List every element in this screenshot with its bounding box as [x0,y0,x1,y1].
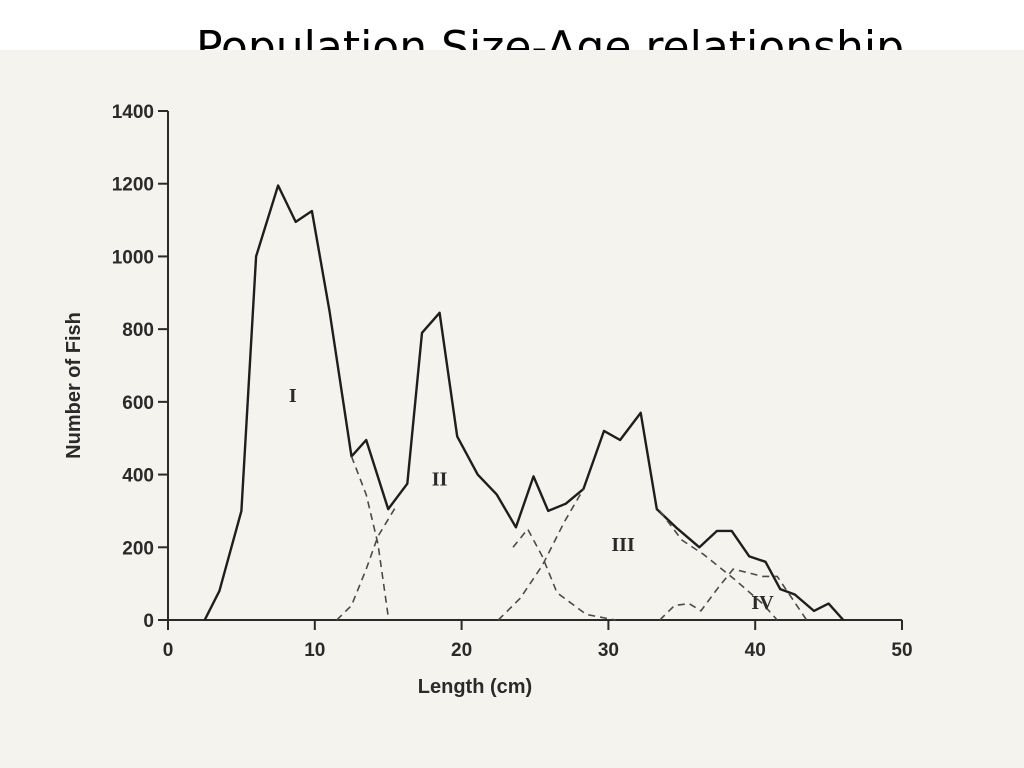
x-tick-label: 40 [745,640,766,661]
x-tick-label: 30 [598,640,619,661]
y-tick-label: 0 [143,611,154,632]
cohort-curve [350,456,389,617]
x-axis-label: Length (cm) [418,676,532,698]
y-tick-label: 600 [122,393,154,414]
chart-axes [167,111,902,621]
y-ticks: 0 200 400 600 800 1000 1200 1400 [112,102,168,632]
cohort-curve [336,506,397,621]
cohort-label: I [289,385,297,407]
y-axis-label: Number of Fish [63,312,85,459]
y-tick-label: 800 [122,320,154,341]
total-frequency-line [203,184,845,621]
y-tick-label: 1400 [112,102,154,123]
x-tick-label: 0 [163,640,174,661]
cohort-label: IV [751,592,774,614]
cohort-label: II [432,468,448,490]
cohort-curve [512,528,616,621]
y-tick-label: 200 [122,538,154,559]
cohort-label: III [611,534,635,556]
x-ticks: 0 10 20 30 40 50 [163,620,913,661]
y-tick-label: 1000 [112,247,154,268]
y-tick-label: 1200 [112,175,154,196]
cohort-curve [659,568,808,621]
x-tick-label: 50 [891,640,912,661]
x-tick-label: 20 [451,640,472,661]
y-tick-label: 400 [122,466,154,487]
cohort-curve [659,510,778,621]
x-tick-label: 10 [304,640,325,661]
chart-series [203,184,845,621]
